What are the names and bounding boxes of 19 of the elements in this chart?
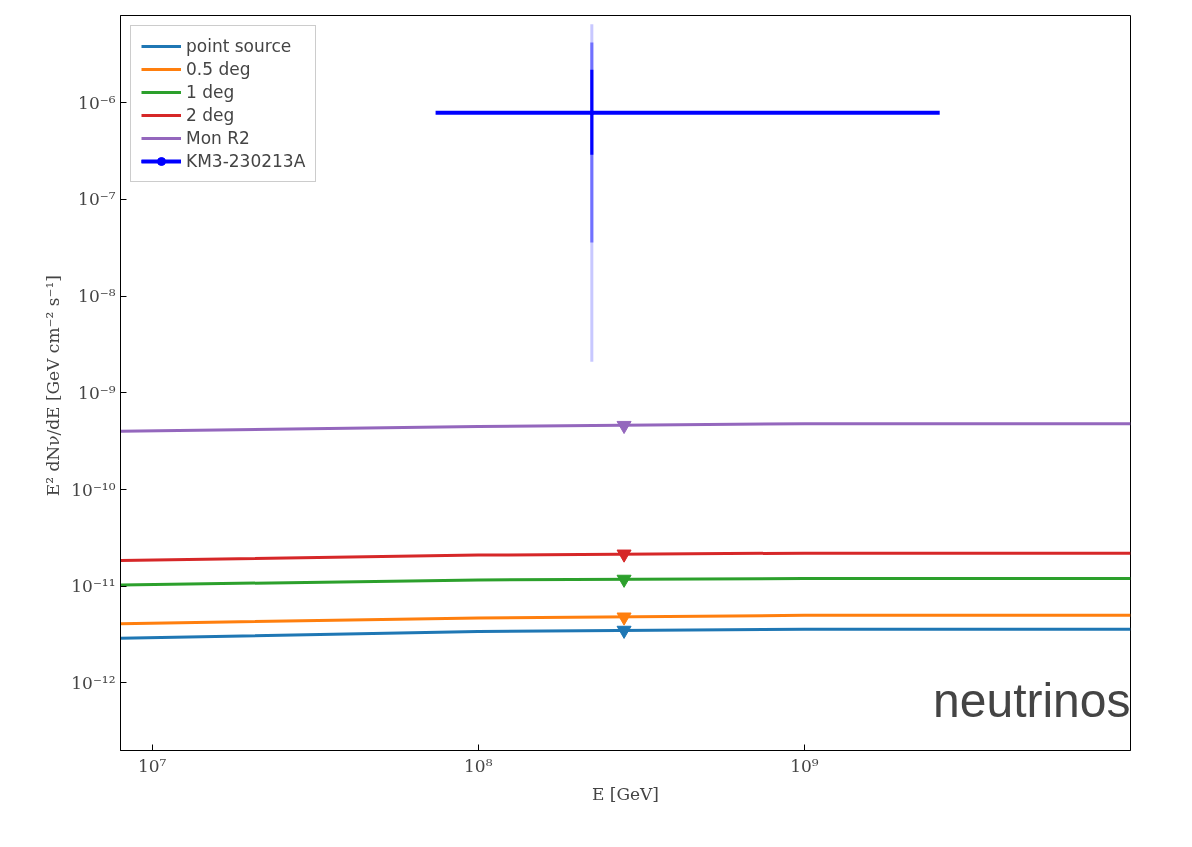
y-tick-label: 10⁻⁶	[78, 92, 116, 113]
x-tick-label: 10⁹	[790, 755, 819, 776]
x-tick-label: 10⁸	[464, 755, 493, 776]
legend-label: 1 deg	[186, 82, 235, 102]
legend-label: point source	[186, 36, 292, 56]
y-tick-label: 10⁻¹⁰	[71, 479, 116, 500]
y-tick-label: 10⁻¹²	[71, 672, 116, 693]
y-axis-title: E² dNν/dE [GeV cm⁻² s⁻¹]	[43, 275, 64, 497]
y-tick-label: 10⁻¹¹	[71, 576, 116, 597]
x-tick-label: 10⁷	[137, 755, 167, 776]
annotation: neutrinos	[933, 674, 1131, 727]
legend-label: 2 deg	[186, 105, 235, 125]
legend-label: Mon R2	[186, 128, 250, 148]
y-tick-label: 10⁻⁸	[78, 286, 116, 307]
y-tick-label: 10⁻⁷	[78, 189, 116, 210]
legend-label: KM3-230213A	[186, 151, 306, 171]
legend-label: 0.5 deg	[186, 59, 251, 79]
x-axis-title: E [GeV]	[592, 783, 659, 804]
y-tick-label: 10⁻⁹	[78, 382, 116, 403]
